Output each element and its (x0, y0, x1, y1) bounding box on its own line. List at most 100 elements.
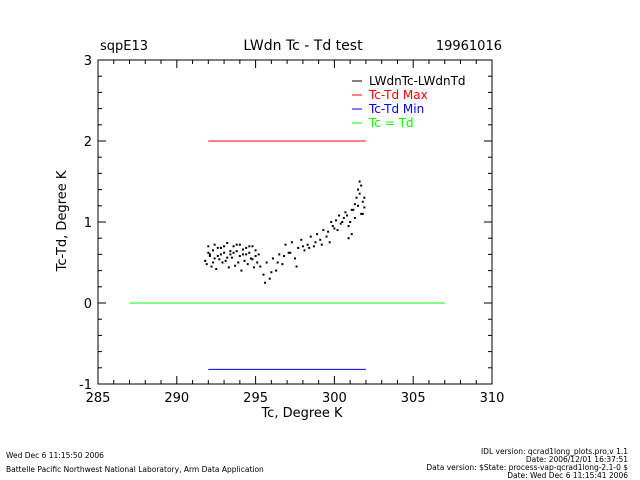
footer-run-date: Date: Wed Dec 6 11:15:41 2006 (507, 471, 628, 480)
data-point (226, 256, 229, 259)
data-point (361, 200, 364, 203)
data-point (341, 221, 344, 223)
data-point (262, 273, 265, 276)
data-point (238, 243, 241, 246)
data-point (275, 269, 278, 272)
data-point (361, 212, 364, 215)
data-point (300, 238, 303, 241)
data-point (249, 257, 252, 260)
data-point (327, 230, 330, 233)
data-point (256, 261, 259, 264)
data-point (301, 245, 304, 248)
data-point (357, 188, 360, 191)
data-point (210, 265, 213, 268)
data-point (358, 180, 361, 183)
data-point (212, 249, 215, 252)
data-point (248, 251, 251, 254)
y-tick-label: 1 (84, 216, 92, 231)
data-point (270, 271, 273, 274)
data-point (251, 258, 254, 261)
series-lines (129, 140, 445, 370)
data-point (254, 255, 257, 258)
data-point (271, 257, 274, 260)
data-point (216, 255, 219, 258)
x-tick-label: 290 (164, 391, 189, 406)
data-point (363, 196, 366, 199)
data-point (314, 241, 317, 244)
data-point (246, 263, 249, 266)
data-point (219, 246, 222, 249)
footer-data-version: Data version: $State: process-vap-qcrad1… (426, 463, 628, 472)
data-point (360, 184, 363, 187)
data-point (229, 253, 232, 256)
data-point (205, 263, 208, 266)
data-point (347, 237, 350, 240)
data-point (219, 253, 222, 256)
footer-right: IDL version: qcrad1long_plots.pro,v 1.1 … (426, 448, 628, 480)
data-point (357, 204, 360, 207)
data-point (253, 266, 256, 269)
data-point (342, 216, 345, 219)
y-tick-label: -1 (79, 378, 92, 393)
data-point (208, 255, 211, 258)
data-point (238, 255, 241, 258)
data-point (336, 229, 339, 232)
data-point (224, 259, 227, 262)
x-tick-label: 310 (480, 391, 505, 406)
legend-label: LWdnTc-LWdnTd (369, 74, 466, 88)
footer-timestamp: Wed Dec 6 11:15:50 2006 (6, 451, 104, 460)
data-point (333, 227, 336, 230)
data-point (264, 281, 267, 284)
data-point (282, 255, 285, 258)
data-point (319, 238, 322, 241)
data-point (287, 251, 290, 254)
data-point (241, 248, 244, 251)
data-point (347, 225, 350, 228)
x-axis-label: Tc, Degree K (260, 406, 343, 421)
data-point (218, 258, 221, 261)
data-point (281, 263, 284, 266)
data-point (289, 251, 292, 254)
data-point (248, 245, 251, 248)
y-tick-label: 3 (84, 54, 92, 69)
data-point (294, 257, 296, 260)
x-tick-label: 285 (86, 391, 111, 406)
data-point (232, 251, 235, 254)
data-point (213, 243, 216, 246)
data-point (216, 246, 219, 249)
data-point (344, 211, 347, 214)
data-point (322, 229, 325, 232)
data-point (306, 243, 309, 246)
data-point (309, 235, 312, 238)
data-point (245, 246, 248, 249)
data-point (235, 243, 238, 246)
data-point (243, 259, 246, 262)
data-point (240, 269, 243, 272)
data-point (290, 241, 293, 244)
plot-frame (97, 59, 493, 385)
data-point (235, 250, 238, 253)
data-point (234, 264, 237, 267)
data-point (215, 267, 218, 270)
data-point (257, 253, 260, 256)
data-point (295, 265, 298, 268)
data-point (346, 214, 349, 217)
legend-label: Tc = Td (368, 116, 414, 130)
data-point (312, 245, 315, 248)
data-point (352, 208, 355, 211)
date-label: 19961016 (436, 39, 502, 54)
data-point (237, 261, 240, 264)
data-point (358, 192, 361, 195)
x-tick-label: 295 (243, 391, 268, 406)
y-tick-label: 2 (84, 135, 92, 150)
footer-credit: Battelle Pacific Northwest National Labo… (6, 465, 264, 474)
data-point (360, 212, 363, 215)
data-point (259, 265, 262, 268)
data-point (268, 277, 271, 280)
data-point (208, 253, 211, 256)
data-point (245, 253, 248, 256)
data-point (320, 243, 323, 246)
data-point (328, 241, 331, 244)
